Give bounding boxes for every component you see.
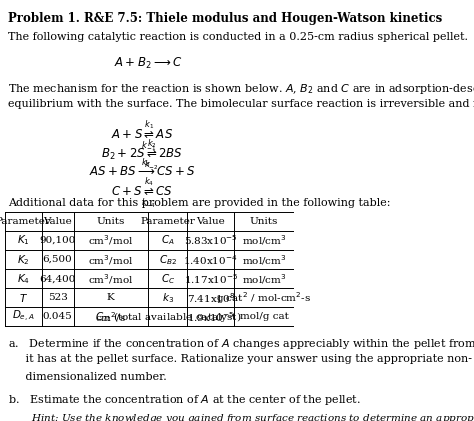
- Text: it has at the pellet surface. Rationalize your answer using the appropriate non-: it has at the pellet surface. Rationaliz…: [8, 354, 472, 365]
- Text: Hint: Use the knowledge you gained from surface reactions to determine an approp: Hint: Use the knowledge you gained from …: [8, 410, 474, 421]
- Text: $k_3$: $k_3$: [162, 291, 174, 305]
- Text: K: K: [107, 293, 115, 302]
- Text: mol/cm$^3$: mol/cm$^3$: [242, 272, 286, 285]
- Text: cm$^3$/mol: cm$^3$/mol: [88, 234, 134, 248]
- Text: The mechanism for the reaction is shown below. $A$, $B_2$ and $C$ are in adsorpt: The mechanism for the reaction is shown …: [8, 82, 474, 96]
- Text: 64,400: 64,400: [39, 274, 76, 283]
- Text: Units: Units: [97, 217, 125, 226]
- Text: cm$^3$/mol: cm$^3$/mol: [88, 253, 134, 266]
- Text: 5.83x10$^{-5}$: 5.83x10$^{-5}$: [184, 234, 237, 248]
- Text: Additional data for this problem are provided in the following table:: Additional data for this problem are pro…: [8, 198, 391, 208]
- Text: $K_4$: $K_4$: [17, 272, 30, 285]
- Text: $AS + BS \overset{k_3}{\longrightarrow} CS + S$: $AS + BS \overset{k_3}{\longrightarrow} …: [89, 157, 196, 179]
- Text: equilibrium with the surface. The bimolecular surface reaction is irreversible a: equilibrium with the surface. The bimole…: [8, 99, 474, 109]
- Text: g cat$^2$ / mol-cm$^2$-s: g cat$^2$ / mol-cm$^2$-s: [216, 290, 311, 306]
- Text: 0.045: 0.045: [43, 312, 73, 321]
- Text: mol/cm$^3$: mol/cm$^3$: [242, 234, 286, 248]
- Text: Problem 1. R&E 7.5: Thiele modulus and Hougen-Watson kinetics: Problem 1. R&E 7.5: Thiele modulus and H…: [8, 12, 442, 25]
- Text: Parameter: Parameter: [140, 217, 195, 226]
- Text: $C_C$: $C_C$: [161, 272, 175, 285]
- Text: 1.17x10$^{-5}$: 1.17x10$^{-5}$: [183, 272, 238, 285]
- Text: $A + S \underset{k_{-1}}{\overset{k_1}{\rightleftharpoons}} AS$: $A + S \underset{k_{-1}}{\overset{k_1}{\…: [111, 119, 173, 153]
- Text: 7.41x10$^8$: 7.41x10$^8$: [187, 291, 235, 305]
- Text: Units: Units: [250, 217, 278, 226]
- Text: $T$: $T$: [19, 292, 28, 304]
- Text: $C_A$: $C_A$: [161, 234, 174, 248]
- Text: $C + S \underset{k_{-4}}{\overset{k_4}{\rightleftharpoons}} CS$: $C + S \underset{k_{-4}}{\overset{k_4}{\…: [111, 176, 173, 210]
- Text: 1.40x10$^{-4}$: 1.40x10$^{-4}$: [183, 253, 238, 266]
- Text: Parameter: Parameter: [0, 217, 51, 226]
- Text: b.   Estimate the concentration of $A$ at the center of the pellet.: b. Estimate the concentration of $A$ at …: [8, 393, 361, 408]
- Text: $C_{B2}$: $C_{B2}$: [159, 253, 177, 266]
- Text: 1.9x10$^{-5}$: 1.9x10$^{-5}$: [187, 310, 235, 324]
- Text: $C_{Tt}$ (total available catalyst): $C_{Tt}$ (total available catalyst): [94, 310, 241, 324]
- Text: mol/g cat: mol/g cat: [239, 312, 288, 321]
- Text: a.   Determine if the concentration of $A$ changes appreciably within the pellet: a. Determine if the concentration of $A$…: [8, 337, 474, 351]
- Text: $K_1$: $K_1$: [17, 234, 30, 248]
- Text: $K_2$: $K_2$: [17, 253, 30, 266]
- Text: dimensionalized number.: dimensionalized number.: [8, 372, 167, 382]
- Text: Value: Value: [43, 217, 72, 226]
- Text: 523: 523: [48, 293, 68, 302]
- Text: 90,100: 90,100: [39, 236, 76, 245]
- Text: mol/cm$^3$: mol/cm$^3$: [242, 253, 286, 266]
- Text: cm$^3$/mol: cm$^3$/mol: [88, 272, 134, 285]
- Text: The following catalytic reaction is conducted in a 0.25-cm radius spherical pell: The following catalytic reaction is cond…: [8, 32, 468, 42]
- Text: $A + B_2 \longrightarrow C$: $A + B_2 \longrightarrow C$: [114, 56, 182, 71]
- Text: $D_{e,A}$: $D_{e,A}$: [12, 309, 35, 324]
- Text: 6,500: 6,500: [43, 255, 73, 264]
- Text: Value: Value: [196, 217, 225, 226]
- Text: $B_2 + 2S \underset{k_{-2}}{\overset{k_2}{\rightleftharpoons}} 2BS$: $B_2 + 2S \underset{k_{-2}}{\overset{k_2…: [101, 138, 183, 172]
- Text: cm$^2$/s: cm$^2$/s: [95, 310, 127, 324]
